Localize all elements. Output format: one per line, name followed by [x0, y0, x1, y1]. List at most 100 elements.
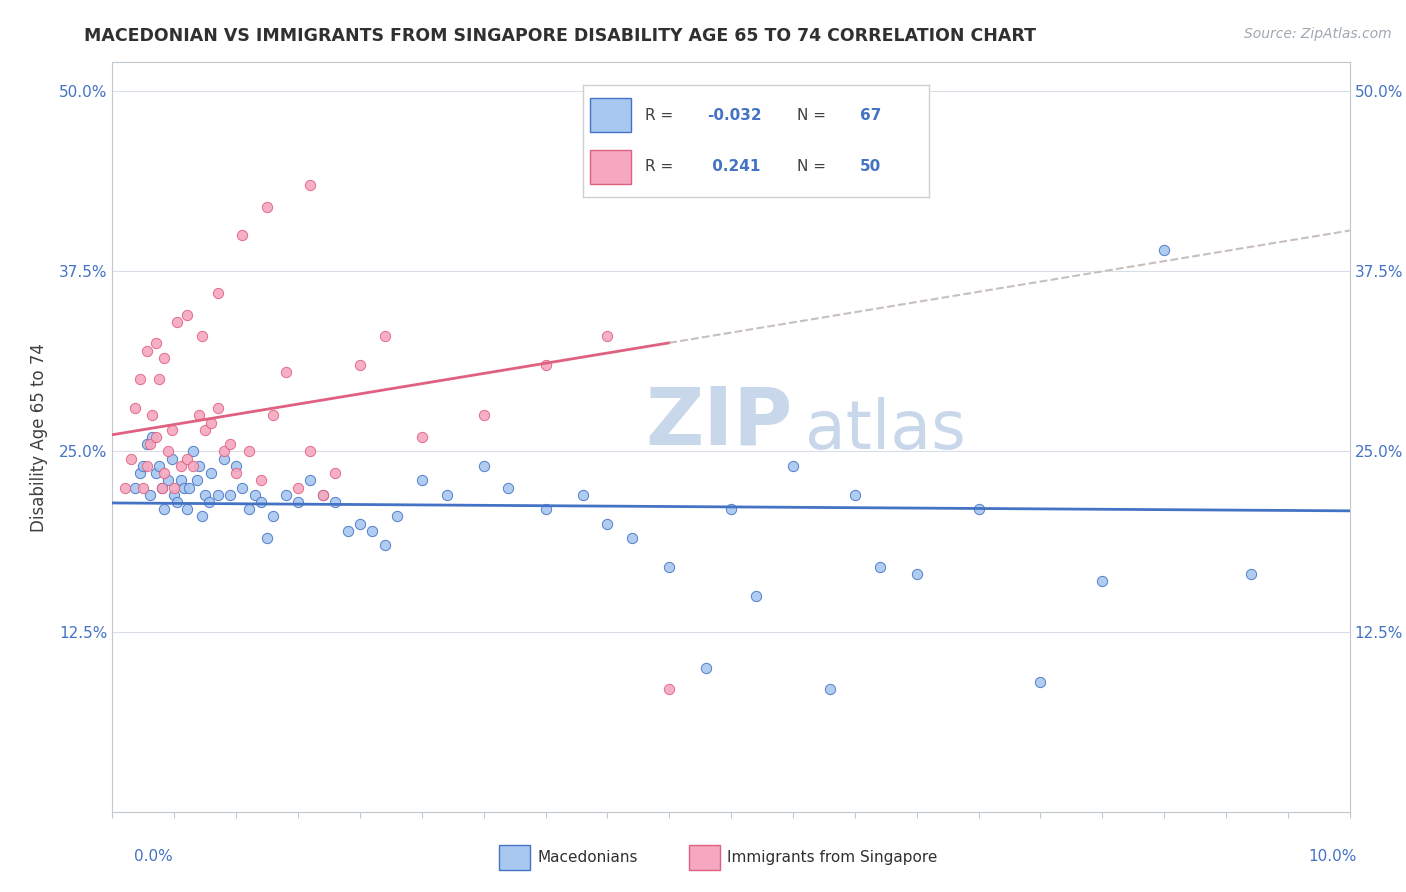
Point — [136, 437, 159, 451]
Point — [349, 516, 371, 531]
Point — [869, 559, 891, 574]
Point — [169, 473, 191, 487]
Point — [818, 682, 841, 697]
Point — [323, 466, 346, 480]
Point — [128, 466, 150, 480]
Point — [374, 329, 396, 343]
Point — [188, 458, 211, 473]
Point — [1091, 574, 1114, 589]
Point — [190, 509, 212, 524]
Text: ZIP: ZIP — [645, 384, 793, 462]
Point — [207, 488, 229, 502]
Point — [207, 401, 229, 416]
Point — [658, 682, 681, 697]
Text: 0.0%: 0.0% — [134, 849, 173, 863]
Point — [534, 358, 557, 372]
Point — [163, 481, 186, 495]
Point — [173, 481, 195, 495]
Point — [250, 473, 273, 487]
Point — [534, 502, 557, 516]
Point — [745, 589, 768, 603]
Point — [243, 488, 266, 502]
Point — [160, 451, 183, 466]
Text: MACEDONIAN VS IMMIGRANTS FROM SINGAPORE DISABILITY AGE 65 TO 74 CORRELATION CHAR: MACEDONIAN VS IMMIGRANTS FROM SINGAPORE … — [84, 27, 1036, 45]
Point — [231, 228, 253, 243]
Point — [163, 488, 186, 502]
Point — [166, 495, 188, 509]
Point — [596, 329, 619, 343]
Point — [361, 524, 384, 538]
Point — [150, 481, 173, 495]
Point — [1240, 566, 1263, 581]
Point — [132, 481, 155, 495]
Text: Source: ZipAtlas.com: Source: ZipAtlas.com — [1244, 27, 1392, 41]
Point — [299, 178, 322, 192]
Point — [336, 524, 359, 538]
Point — [212, 451, 235, 466]
Point — [658, 559, 681, 574]
Point — [207, 285, 229, 300]
Point — [198, 495, 221, 509]
Point — [262, 509, 284, 524]
Point — [498, 481, 520, 495]
Point — [188, 409, 211, 423]
Point — [120, 451, 142, 466]
Y-axis label: Disability Age 65 to 74: Disability Age 65 to 74 — [30, 343, 48, 532]
Point — [720, 502, 742, 516]
Point — [250, 495, 273, 509]
Point — [349, 358, 371, 372]
Point — [166, 315, 188, 329]
Point — [138, 488, 160, 502]
Text: Macedonians: Macedonians — [537, 850, 637, 864]
Point — [374, 538, 396, 552]
Point — [136, 458, 159, 473]
Point — [219, 437, 242, 451]
Point — [132, 458, 155, 473]
Point — [150, 481, 173, 495]
Point — [967, 502, 990, 516]
Point — [571, 488, 593, 502]
Point — [385, 509, 408, 524]
Point — [472, 458, 495, 473]
Point — [323, 495, 346, 509]
Text: 10.0%: 10.0% — [1309, 849, 1357, 863]
Point — [176, 502, 198, 516]
Point — [256, 200, 278, 214]
Point — [238, 502, 260, 516]
Point — [194, 488, 217, 502]
Point — [145, 336, 167, 351]
Point — [782, 458, 804, 473]
Point — [148, 458, 170, 473]
Point — [114, 481, 136, 495]
Point — [1153, 243, 1175, 257]
Point — [472, 409, 495, 423]
Point — [1029, 675, 1052, 690]
Point — [905, 566, 928, 581]
Point — [160, 423, 183, 437]
Point — [200, 416, 222, 430]
Point — [181, 444, 204, 458]
Point — [219, 488, 242, 502]
Point — [157, 444, 180, 458]
Point — [148, 372, 170, 386]
Point — [274, 365, 297, 379]
Point — [238, 444, 260, 458]
Point — [176, 451, 198, 466]
Point — [124, 401, 146, 416]
Point — [145, 466, 167, 480]
Text: atlas: atlas — [806, 397, 966, 463]
Point — [225, 458, 247, 473]
Point — [186, 473, 208, 487]
Point — [153, 502, 176, 516]
Point — [596, 516, 619, 531]
Text: Immigrants from Singapore: Immigrants from Singapore — [727, 850, 938, 864]
Point — [299, 444, 322, 458]
Point — [844, 488, 866, 502]
Point — [136, 343, 159, 358]
Point — [411, 430, 433, 444]
Point — [157, 473, 180, 487]
Point — [141, 409, 163, 423]
Point — [312, 488, 335, 502]
Point — [179, 481, 201, 495]
Point — [194, 423, 217, 437]
